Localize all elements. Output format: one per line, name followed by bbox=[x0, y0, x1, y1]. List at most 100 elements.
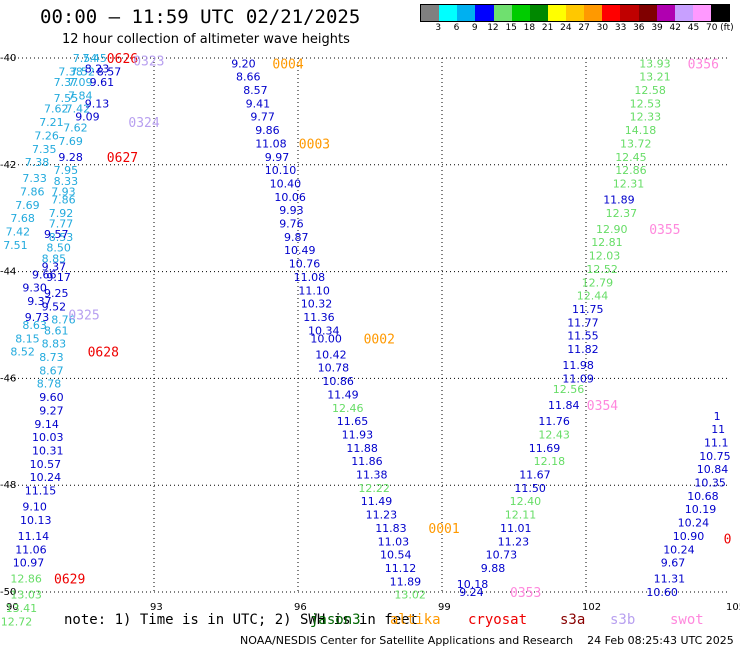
wave-height-label: 11.83 bbox=[375, 522, 407, 535]
wave-height-label: 10.03 bbox=[32, 431, 64, 444]
legend-tick-label: 6 bbox=[453, 23, 460, 33]
legend-swatch bbox=[620, 5, 639, 21]
wave-height-label: 9.61 bbox=[90, 76, 115, 89]
wave-height-label: 12.86 bbox=[615, 164, 647, 177]
wave-height-label: 10.13 bbox=[20, 514, 52, 527]
wave-height-label: 8.73 bbox=[39, 351, 64, 364]
wave-height-label: 11.09 bbox=[562, 372, 594, 385]
wave-height-label: 7.33 bbox=[22, 172, 47, 185]
y-tick-label: -40 bbox=[0, 53, 16, 64]
legend-swatch bbox=[674, 5, 693, 21]
legend-tick-label: 27 bbox=[578, 23, 590, 33]
wave-height-label: 12.86 bbox=[10, 573, 42, 586]
wave-height-label: 9.28 bbox=[58, 151, 83, 164]
legend-tick-label: 12 bbox=[487, 23, 499, 33]
wave-height-label: 8.85 bbox=[42, 252, 67, 265]
wave-height-label: 10.54 bbox=[380, 549, 412, 562]
wave-height-label: 11.01 bbox=[500, 522, 532, 535]
wave-height-label: 7.77 bbox=[49, 218, 74, 231]
wave-height-label: 11.89 bbox=[390, 575, 422, 588]
wave-height-label: 8.50 bbox=[46, 242, 71, 255]
wave-height-label: 11.03 bbox=[378, 535, 410, 548]
wave-height-label: 9.27 bbox=[39, 404, 64, 417]
wave-height-label: 11.77 bbox=[567, 316, 599, 329]
legend-tick-label: 18 bbox=[523, 23, 536, 33]
wave-height-label: 7.42 bbox=[6, 226, 31, 239]
wave-height-label: 9.87 bbox=[284, 231, 309, 244]
wave-height-label: 11.98 bbox=[562, 359, 594, 372]
wave-height-label: 7.51 bbox=[3, 239, 28, 252]
wave-height-label: 11.65 bbox=[337, 415, 369, 428]
legend-tick-label: 15 bbox=[505, 23, 517, 33]
wave-height-label: 10.73 bbox=[486, 549, 517, 562]
wave-height-label: 9.67 bbox=[661, 557, 686, 570]
wave-height-label: 12.79 bbox=[582, 276, 614, 289]
wave-height-label: 9.60 bbox=[39, 391, 64, 404]
wave-height-label: 11 bbox=[711, 423, 725, 436]
wave-height-label: 12.31 bbox=[613, 177, 645, 190]
wave-height-label: 8.57 bbox=[243, 84, 268, 97]
wave-height-label: 10.06 bbox=[274, 191, 306, 204]
wave-height-label: 11.49 bbox=[361, 495, 393, 508]
legend-swatch bbox=[656, 5, 675, 21]
legend-swatch bbox=[547, 5, 566, 21]
wave-height-label: 7.38 bbox=[58, 65, 83, 78]
pass-time-label: 0004 bbox=[272, 57, 303, 72]
wave-height-label: 7.35 bbox=[32, 143, 57, 156]
wave-height-label: 8.63 bbox=[22, 319, 47, 332]
legend-swatch bbox=[493, 5, 512, 21]
wave-height-label: 12.40 bbox=[510, 495, 541, 508]
wave-height-label: 10.97 bbox=[13, 557, 45, 570]
wave-height-label: 11.76 bbox=[538, 415, 570, 428]
wave-height-label: 7.45 bbox=[82, 52, 107, 65]
wave-height-label: 7.95 bbox=[54, 164, 79, 177]
wave-height-label: 10.42 bbox=[315, 348, 347, 361]
footnote: note: 1) Time is in UTC; 2) SWH is in fe… bbox=[64, 612, 419, 628]
wave-height-label: 8.83 bbox=[42, 338, 67, 351]
y-tick-label: -48 bbox=[0, 480, 16, 491]
wave-height-label: 13.41 bbox=[6, 602, 37, 615]
wave-height-label: 11.31 bbox=[654, 573, 686, 586]
wave-height-label: 12.22 bbox=[358, 482, 390, 495]
pass-time-label: 0354 bbox=[587, 399, 618, 414]
wave-height-label: 8.23 bbox=[85, 63, 110, 76]
y-tick-label: -44 bbox=[0, 267, 16, 278]
legend-swatch bbox=[566, 5, 585, 21]
x-tick-label: 96 bbox=[294, 602, 307, 613]
legend-swatch bbox=[638, 5, 657, 21]
satellite-legend-swot: swot bbox=[670, 612, 704, 628]
wave-height-label: 11.67 bbox=[519, 469, 551, 482]
pass-time-label: 0355 bbox=[649, 223, 680, 238]
wave-height-label: 7.26 bbox=[34, 129, 59, 142]
wave-height-label: 10.40 bbox=[270, 177, 302, 190]
wave-height-label: 7.69 bbox=[15, 199, 40, 212]
legend-tick-label: 36 bbox=[633, 23, 645, 33]
wave-height-label: 8.76 bbox=[51, 314, 75, 327]
legend-swatch bbox=[692, 5, 711, 21]
wave-height-label: 9.14 bbox=[34, 418, 59, 431]
legend-tick-label: 30 bbox=[596, 23, 609, 33]
pass-time-label: 0003 bbox=[299, 137, 330, 152]
wave-height-label: 7.52 bbox=[70, 65, 95, 78]
wave-height-label: 7.42 bbox=[66, 103, 91, 116]
legend-swatch bbox=[475, 5, 494, 21]
wave-height-label: 10.00 bbox=[310, 332, 342, 345]
wave-height-label: 12.18 bbox=[534, 455, 566, 468]
y-tick-label: -42 bbox=[0, 160, 16, 171]
legend-tick-label: 33 bbox=[614, 23, 627, 33]
wave-height-label: 7.68 bbox=[10, 212, 35, 225]
y-tick-label: -50 bbox=[0, 587, 16, 598]
wave-height-label: 10.78 bbox=[318, 362, 350, 375]
wave-height-label: 10.35 bbox=[694, 477, 726, 490]
wave-height-label: 9.93 bbox=[279, 204, 304, 217]
wave-height-label: 12.53 bbox=[630, 97, 662, 110]
wave-height-label: 10.60 bbox=[646, 586, 678, 599]
wave-height-label: 9.88 bbox=[481, 562, 506, 575]
wave-height-label: 9.30 bbox=[22, 282, 47, 295]
pass-time-label: 0627 bbox=[107, 151, 138, 166]
wave-height-label: 10.76 bbox=[289, 258, 321, 271]
legend-swatch bbox=[511, 5, 530, 21]
wave-height-label: 10.24 bbox=[678, 517, 710, 530]
wave-height-label: 10.31 bbox=[32, 444, 64, 457]
satellite-legend-s3b: s3b bbox=[610, 612, 636, 628]
